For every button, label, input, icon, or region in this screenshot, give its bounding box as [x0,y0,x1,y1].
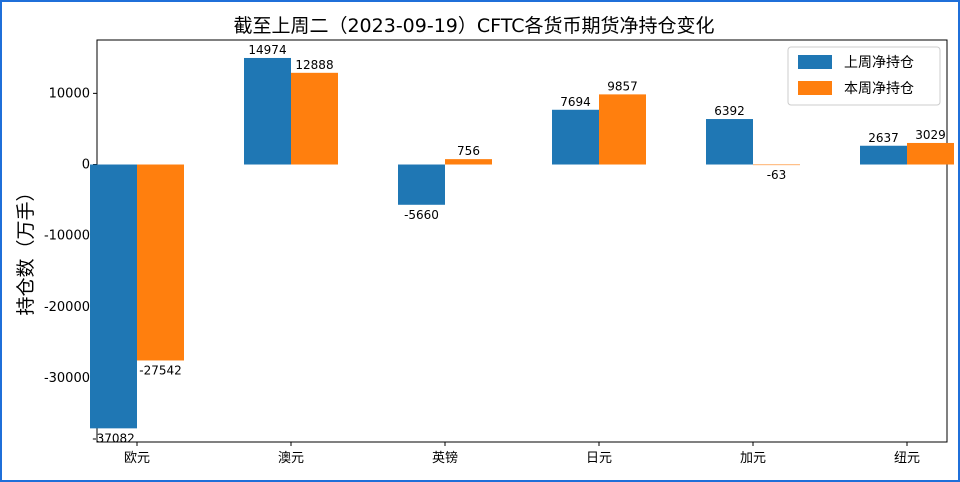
data-label: 14974 [248,43,286,57]
x-tick-label: 日元 [586,451,612,466]
y-tick-label: -20000 [44,300,90,315]
chart-title: 截至上周二（2023-09-19）CFTC各货币期货净持仓变化 [233,15,714,37]
y-axis-label: 持仓数（万手） [15,182,37,315]
bar [244,57,291,165]
data-label: 2637 [868,131,899,145]
y-axis: -30000 -20000 -10000 0 10000 [44,86,97,386]
data-labels: -37082 -27542 14974 12888 -5660 756 7694 9857 63… [92,43,946,445]
x-tick-label: 英镑 [432,450,458,466]
y-tick-label: -10000 [44,229,90,244]
data-label: 6392 [714,104,745,118]
data-label: 7694 [560,95,591,109]
x-tick-label: 澳元 [278,450,304,466]
bar [445,159,492,165]
data-label: -37082 [92,431,135,445]
data-label: 756 [457,144,480,158]
bar [753,164,800,166]
y-tick-label: 10000 [49,86,90,101]
legend-label: 本周净持仓 [844,81,914,97]
x-tick-label: 加元 [740,451,766,466]
data-label: 9857 [607,79,638,93]
legend-label: 上周净持仓 [844,55,914,71]
bar [398,164,445,205]
bar [291,72,338,165]
y-tick-label: -30000 [44,371,90,386]
data-label: 12888 [295,58,333,72]
bar [90,164,137,429]
bar [599,94,646,165]
x-tick-label: 欧元 [124,451,150,466]
data-label: 3029 [915,128,946,142]
bar [907,142,954,165]
data-label: -27542 [139,363,182,377]
bar [860,145,907,165]
legend-swatch [798,55,832,69]
legend-swatch [798,81,832,95]
bar [552,109,599,165]
data-label: -5660 [404,208,439,222]
data-label: -63 [767,168,787,182]
x-tick-label: 纽元 [894,451,920,466]
x-axis: 欧元 澳元 英镑 日元 加元 纽元 [124,442,920,466]
y-tick-label: 0 [82,158,90,173]
bars [90,57,954,429]
bar [706,119,753,165]
bar [137,164,184,361]
